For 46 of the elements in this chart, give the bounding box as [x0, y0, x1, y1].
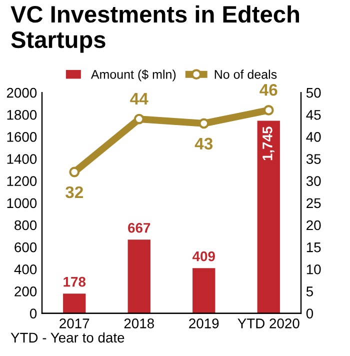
data-label: 667: [128, 222, 150, 233]
data-label: 43: [194, 138, 213, 150]
y2-tick-label: 15: [306, 242, 321, 252]
x-tick-label: 2019: [189, 318, 219, 328]
point: [263, 105, 274, 116]
y-tick-label: 1200: [7, 176, 37, 186]
y-tick-label: 400: [14, 264, 37, 274]
y2-tick-label: 0: [306, 308, 314, 318]
y-tick-label: 200: [14, 286, 37, 296]
x-tick-label: 2017: [60, 318, 90, 328]
x-tick-label: 2018: [124, 318, 154, 328]
y2-tick-label: 45: [306, 110, 321, 120]
y-tick-label: 600: [14, 242, 37, 252]
bar: [257, 120, 280, 314]
y-tick-label: 1800: [7, 110, 37, 120]
legend-label: Amount ($ mln): [90, 69, 176, 82]
bar: [63, 294, 86, 314]
point: [198, 118, 210, 129]
y2-tick-label: 50: [306, 88, 321, 98]
y-tick-label: 800: [14, 220, 37, 230]
bar: [192, 268, 216, 314]
y-tick-label: 1600: [7, 132, 37, 142]
y2-tick-label: 40: [306, 132, 321, 142]
y-tick-label: 2000: [6, 88, 37, 98]
y2-tick-label: 10: [306, 264, 321, 274]
data-label: 46: [260, 84, 278, 96]
chart-title: VC Investments in Edtech Startups: [10, 5, 299, 53]
data-label: 44: [130, 93, 148, 104]
data-label: 1,745: [262, 126, 274, 160]
y-tick-label: 1000: [7, 198, 37, 208]
y2-tick-label: 25: [306, 198, 321, 208]
y-tick-label: 0: [30, 308, 37, 318]
y2-tick-label: 30: [306, 176, 321, 186]
text: YTD - Year to date: [10, 332, 124, 343]
y2-tick-label: 5: [306, 286, 314, 296]
point: [134, 114, 144, 124]
bar: [128, 240, 150, 314]
legend-label: No of deals: [214, 70, 277, 79]
data-label: 32: [65, 186, 83, 198]
x-tick-label: YTD 2020: [238, 318, 300, 328]
y-tick-label: 1400: [7, 154, 37, 164]
y2-tick-label: 35: [306, 154, 321, 164]
y2-tick-label: 20: [306, 220, 321, 230]
data-label: 178: [64, 276, 86, 287]
data-label: 409: [192, 251, 215, 262]
point: [69, 166, 80, 178]
